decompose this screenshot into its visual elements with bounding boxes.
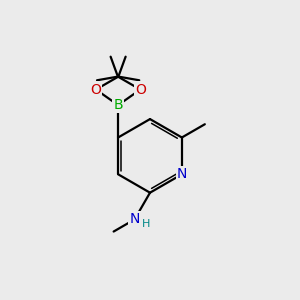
- Text: O: O: [135, 82, 146, 97]
- Text: N: N: [129, 212, 140, 226]
- Text: O: O: [91, 82, 101, 97]
- Text: B: B: [113, 98, 123, 112]
- Text: N: N: [177, 167, 187, 181]
- Text: H: H: [142, 219, 150, 229]
